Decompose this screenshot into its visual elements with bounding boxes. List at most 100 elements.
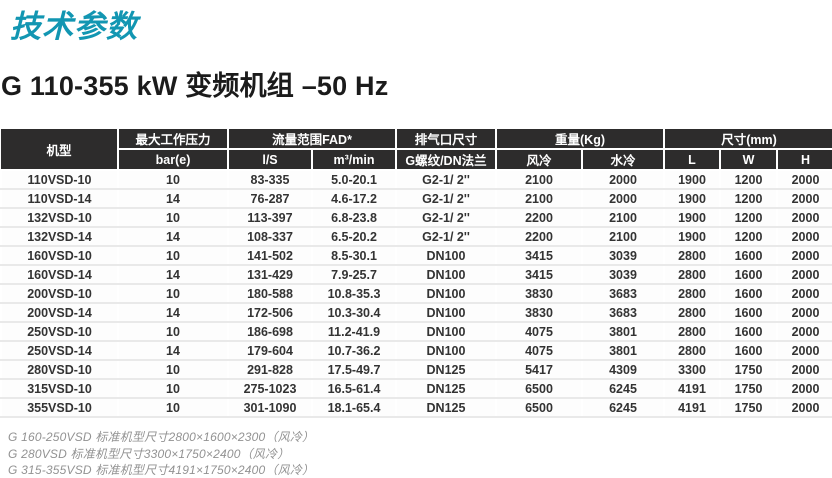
cell-weight-water-cooled: 2100 xyxy=(581,208,664,228)
cell-weight-air-cooled: 2200 xyxy=(495,208,582,228)
cell-fad-ls: 83-335 xyxy=(227,170,312,190)
table-row: 110VSD-14 14 76-287 4.6-17.2 G2-1/ 2'' 2100 20… xyxy=(0,189,832,209)
cell-max-pressure-bar: 10 xyxy=(117,322,228,342)
cell-fad-m3min: 5.0-20.1 xyxy=(311,170,396,190)
col-header-outlet-size: 排气口尺寸 xyxy=(395,129,496,150)
cell-fad-m3min: 4.6-17.2 xyxy=(311,189,396,209)
cell-model: 132VSD-10 xyxy=(0,208,118,228)
spec-table-body: 110VSD-10 10 83-335 5.0-20.1 G2-1/ 2'' 2100 20… xyxy=(0,170,832,418)
table-row: 160VSD-10 10 141-502 8.5-30.1 DN100 3415 3039 2… xyxy=(0,246,832,266)
col-subheader-w: W xyxy=(719,149,777,171)
cell-fad-ls: 275-1023 xyxy=(227,379,312,399)
cell-outlet-size: DN100 xyxy=(395,284,496,304)
cell-max-pressure-bar: 10 xyxy=(117,284,228,304)
cell-outlet-size: DN100 xyxy=(395,246,496,266)
cell-dim-l: 4191 xyxy=(663,379,720,399)
cell-dim-l: 1900 xyxy=(663,189,720,209)
cell-weight-water-cooled: 2100 xyxy=(581,227,664,247)
cell-dim-l: 2800 xyxy=(663,284,720,304)
cell-dim-w: 1600 xyxy=(719,284,777,304)
cell-fad-ls: 108-337 xyxy=(227,227,312,247)
cell-max-pressure-bar: 10 xyxy=(117,398,228,418)
cell-weight-water-cooled: 3039 xyxy=(581,246,664,266)
cell-fad-ls: 301-1090 xyxy=(227,398,312,418)
cell-max-pressure-bar: 10 xyxy=(117,379,228,399)
col-subheader-bar: bar(e) xyxy=(117,149,228,171)
cell-fad-m3min: 6.8-23.8 xyxy=(311,208,396,228)
cell-outlet-size: DN100 xyxy=(395,341,496,361)
cell-max-pressure-bar: 10 xyxy=(117,360,228,380)
cell-weight-water-cooled: 6245 xyxy=(581,398,664,418)
cell-fad-m3min: 10.8-35.3 xyxy=(311,284,396,304)
cell-dim-h: 2000 xyxy=(775,360,832,380)
cell-dim-h: 2000 xyxy=(775,208,832,228)
col-header-weight: 重量(Kg) xyxy=(495,129,664,150)
cell-model: 280VSD-10 xyxy=(0,360,118,380)
cell-dim-l: 1900 xyxy=(663,227,720,247)
cell-dim-w: 1600 xyxy=(719,303,777,323)
cell-weight-air-cooled: 3830 xyxy=(495,303,582,323)
cell-dim-l: 4191 xyxy=(663,398,720,418)
cell-model: 200VSD-10 xyxy=(0,284,118,304)
cell-dim-w: 1600 xyxy=(719,341,777,361)
cell-dim-h: 2000 xyxy=(775,246,832,266)
cell-dim-h: 2000 xyxy=(775,284,832,304)
table-row: 200VSD-14 14 172-506 10.3-30.4 DN100 3830 3683… xyxy=(0,303,832,323)
series-subtitle: G 110-355 kW 变频机组 –50 Hz xyxy=(1,71,389,101)
footnote: G 315-355VSD 标准机型尺寸4191×1750×2400（风冷） xyxy=(8,463,315,477)
col-subheader-thread-flange: G螺纹/DN法兰 xyxy=(395,149,496,171)
cell-weight-air-cooled: 2200 xyxy=(495,227,582,247)
cell-max-pressure-bar: 14 xyxy=(117,227,228,247)
cell-fad-m3min: 10.3-30.4 xyxy=(311,303,396,323)
cell-dim-l: 2800 xyxy=(663,246,720,266)
table-row: 250VSD-10 10 186-698 11.2-41.9 DN100 4075 3801… xyxy=(0,322,832,342)
cell-dim-l: 2800 xyxy=(663,322,720,342)
cell-weight-air-cooled: 6500 xyxy=(495,379,582,399)
cell-weight-water-cooled: 3039 xyxy=(581,265,664,285)
table-row: 132VSD-10 10 113-397 6.8-23.8 G2-1/ 2'' 2200 2… xyxy=(0,208,832,228)
cell-fad-m3min: 11.2-41.9 xyxy=(311,322,396,342)
cell-fad-m3min: 8.5-30.1 xyxy=(311,246,396,266)
cell-weight-air-cooled: 6500 xyxy=(495,398,582,418)
col-subheader-m3min: m³/min xyxy=(311,149,396,171)
cell-model: 160VSD-10 xyxy=(0,246,118,266)
cell-dim-w: 1600 xyxy=(719,265,777,285)
cell-dim-h: 2000 xyxy=(775,303,832,323)
col-subheader-air-cooled: 风冷 xyxy=(495,149,582,171)
col-subheader-l: L xyxy=(663,149,720,171)
cell-weight-air-cooled: 5417 xyxy=(495,360,582,380)
cell-max-pressure-bar: 14 xyxy=(117,303,228,323)
cell-dim-w: 1750 xyxy=(719,398,777,418)
col-header-fad-range: 流量范围FAD* xyxy=(227,129,396,150)
cell-outlet-size: G2-1/ 2'' xyxy=(395,189,496,209)
cell-max-pressure-bar: 14 xyxy=(117,189,228,209)
cell-dim-l: 3300 xyxy=(663,360,720,380)
cell-dim-h: 2000 xyxy=(775,189,832,209)
cell-fad-ls: 291-828 xyxy=(227,360,312,380)
cell-dim-w: 1200 xyxy=(719,189,777,209)
cell-fad-ls: 186-698 xyxy=(227,322,312,342)
col-header-model: 机型 xyxy=(1,129,118,171)
cell-fad-m3min: 10.7-36.2 xyxy=(311,341,396,361)
cell-weight-water-cooled: 3801 xyxy=(581,341,664,361)
cell-max-pressure-bar: 14 xyxy=(117,265,228,285)
table-row: 355VSD-10 10 301-1090 18.1-65.4 DN125 6500 624… xyxy=(0,398,832,418)
cell-dim-h: 2000 xyxy=(775,341,832,361)
cell-dim-l: 2800 xyxy=(663,265,720,285)
spec-table: 机型 最大工作压力 流量范围FAD* 排气口尺寸 重量(Kg) 尺寸(mm) b… xyxy=(0,129,832,418)
header-row-units: bar(e) l/S m³/min G螺纹/DN法兰 风冷 水冷 L W H xyxy=(1,149,832,171)
cell-dim-h: 2000 xyxy=(775,170,832,190)
cell-weight-water-cooled: 3801 xyxy=(581,322,664,342)
cell-weight-air-cooled: 3830 xyxy=(495,284,582,304)
cell-dim-h: 2000 xyxy=(775,398,832,418)
cell-fad-ls: 131-429 xyxy=(227,265,312,285)
cell-outlet-size: DN100 xyxy=(395,303,496,323)
cell-model: 250VSD-10 xyxy=(0,322,118,342)
cell-model: 132VSD-14 xyxy=(0,227,118,247)
cell-fad-m3min: 7.9-25.7 xyxy=(311,265,396,285)
cell-dim-l: 2800 xyxy=(663,303,720,323)
cell-model: 315VSD-10 xyxy=(0,379,118,399)
table-row: 160VSD-14 14 131-429 7.9-25.7 DN100 3415 3039 2… xyxy=(0,265,832,285)
cell-max-pressure-bar: 10 xyxy=(117,208,228,228)
cell-weight-water-cooled: 2000 xyxy=(581,170,664,190)
